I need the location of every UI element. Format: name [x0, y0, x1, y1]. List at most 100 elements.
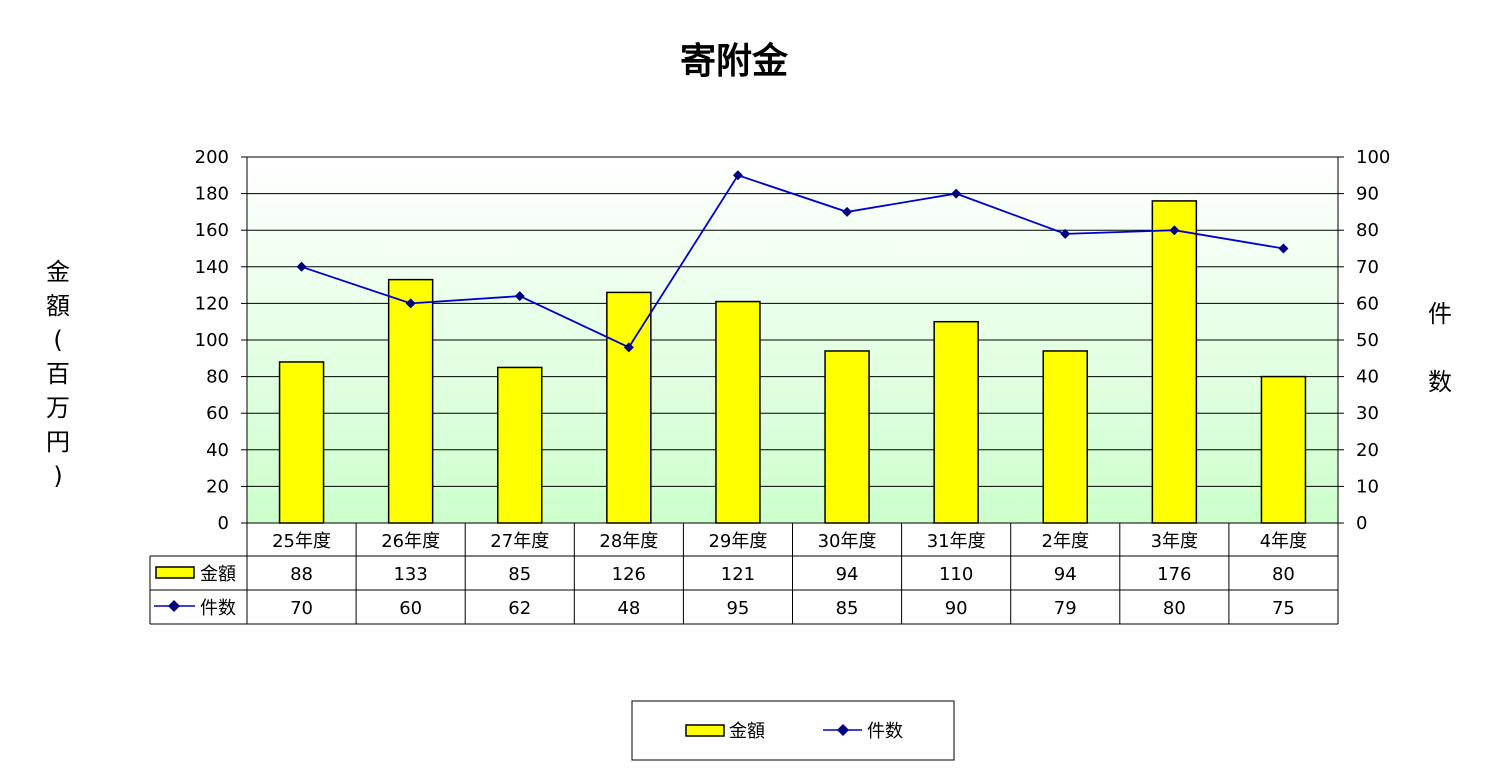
right-tick-label: 0 — [1356, 513, 1367, 534]
category-label: 30年度 — [818, 531, 877, 552]
left-axis-label-char: 円 — [46, 428, 70, 456]
left-tick-label: 0 — [218, 513, 229, 534]
left-axis-ticks: 0 20 40 60 80 100 120 140 160 180 200 — [195, 147, 247, 534]
table-cell-bar-value: 126 — [612, 564, 646, 585]
line-point — [1278, 243, 1289, 254]
category-label: 28年度 — [599, 531, 658, 552]
left-axis-label-char: 金 — [46, 258, 70, 286]
table-line-marker-icon — [168, 600, 180, 612]
chart-title: 寄附金 — [680, 40, 789, 82]
table-cell-line-value: 75 — [1272, 598, 1295, 619]
category-label: 25年度 — [272, 531, 331, 552]
bar — [606, 291, 652, 524]
bar — [933, 320, 979, 524]
left-axis-label-char: 額 — [46, 292, 70, 320]
left-axis-label-char: 百 — [46, 360, 70, 388]
category-label: 4年度 — [1260, 531, 1307, 552]
legend-bar-label: 金額 — [729, 721, 765, 742]
left-tick-label: 40 — [206, 440, 229, 461]
bar — [497, 366, 543, 524]
left-tick-label: 140 — [195, 257, 229, 278]
line-point — [405, 298, 416, 309]
category-label: 3年度 — [1151, 531, 1198, 552]
bar — [1151, 200, 1198, 524]
right-axis-label-char: 数 — [1428, 368, 1452, 396]
right-tick-label: 100 — [1356, 147, 1390, 168]
left-tick-label: 200 — [195, 147, 229, 168]
table-cell-bar-value: 110 — [939, 564, 973, 585]
right-tick-label: 70 — [1356, 257, 1379, 278]
table-row-header-bar: 金額 — [200, 564, 236, 585]
bar — [278, 361, 325, 524]
table-cell-bar-value: 85 — [508, 564, 531, 585]
line-point — [732, 170, 743, 181]
table-bar-key — [155, 566, 195, 579]
legend: 金額 件数 — [631, 700, 955, 761]
table-row-header-line: 件数 — [200, 598, 236, 619]
line-point — [1060, 228, 1071, 239]
right-tick-label: 50 — [1356, 330, 1379, 351]
data-table: 25年度 26年度 27年度 28年度 29年度 30年度 31年度 2年度 3年度 4年度金額件… — [149, 523, 1339, 625]
line-point — [842, 206, 853, 217]
category-label: 26年度 — [381, 531, 440, 552]
right-tick-label: 90 — [1356, 184, 1379, 205]
category-label: 31年度 — [927, 531, 986, 552]
left-tick-label: 100 — [195, 330, 229, 351]
legend-item-line: 件数 — [823, 721, 903, 742]
table-cell-bar-value: 121 — [721, 564, 755, 585]
table-cell-line-value: 85 — [836, 598, 859, 619]
legend-line-label: 件数 — [867, 721, 903, 742]
table-cell-line-value: 62 — [508, 598, 531, 619]
line-point — [1169, 225, 1180, 236]
right-tick-label: 10 — [1356, 476, 1379, 497]
bar-series — [278, 200, 1307, 524]
table-cell-line-value: 90 — [945, 598, 968, 619]
legend-item-bar: 金額 — [685, 721, 765, 742]
table-cell-bar-value: 176 — [1157, 564, 1191, 585]
legend-bar-swatch — [685, 724, 725, 737]
left-axis-label-char: 万 — [46, 394, 70, 422]
line-series — [296, 170, 1289, 353]
line-point — [951, 188, 962, 199]
right-axis-label-char: 件 — [1428, 300, 1452, 328]
left-tick-label: 180 — [195, 184, 229, 205]
line-point — [296, 261, 307, 272]
left-tick-label: 60 — [206, 403, 229, 424]
bar — [1042, 350, 1088, 524]
category-label: 27年度 — [490, 531, 549, 552]
right-tick-label: 40 — [1356, 367, 1379, 388]
right-tick-label: 60 — [1356, 293, 1379, 314]
table-cell-line-value: 79 — [1054, 598, 1077, 619]
bar — [387, 278, 434, 524]
left-tick-label: 120 — [195, 293, 229, 314]
left-axis-label: 金額 ( 百万円) — [46, 258, 70, 490]
bar — [1260, 375, 1307, 524]
left-tick-label: 20 — [206, 476, 229, 497]
left-tick-label: 80 — [206, 367, 229, 388]
table-cell-bar-value: 88 — [290, 564, 313, 585]
table-cell-line-value: 80 — [1163, 598, 1186, 619]
right-tick-label: 30 — [1356, 403, 1379, 424]
category-label: 29年度 — [708, 531, 767, 552]
left-axis-label-char: ( — [53, 326, 62, 354]
legend-box — [631, 700, 955, 761]
table-cell-bar-value: 94 — [836, 564, 859, 585]
table-cell-line-value: 95 — [726, 598, 749, 619]
right-tick-label: 20 — [1356, 440, 1379, 461]
line-point — [514, 291, 525, 302]
legend-line-marker-icon — [837, 724, 849, 736]
right-tick-label: 80 — [1356, 220, 1379, 241]
category-label: 2年度 — [1042, 531, 1089, 552]
table-cell-line-value: 70 — [290, 598, 313, 619]
left-axis-label-char: ) — [53, 462, 62, 490]
bar — [824, 350, 870, 524]
series-line — [301, 174, 1284, 349]
table-cell-bar-value: 80 — [1272, 564, 1295, 585]
right-axis-ticks: 0 10 20 30 40 50 60 70 80 90 100 — [1338, 147, 1390, 534]
bar — [715, 300, 761, 524]
left-tick-label: 160 — [195, 220, 229, 241]
line-point — [623, 342, 634, 353]
table-cell-line-value: 48 — [617, 598, 640, 619]
table-cell-bar-value: 94 — [1054, 564, 1077, 585]
